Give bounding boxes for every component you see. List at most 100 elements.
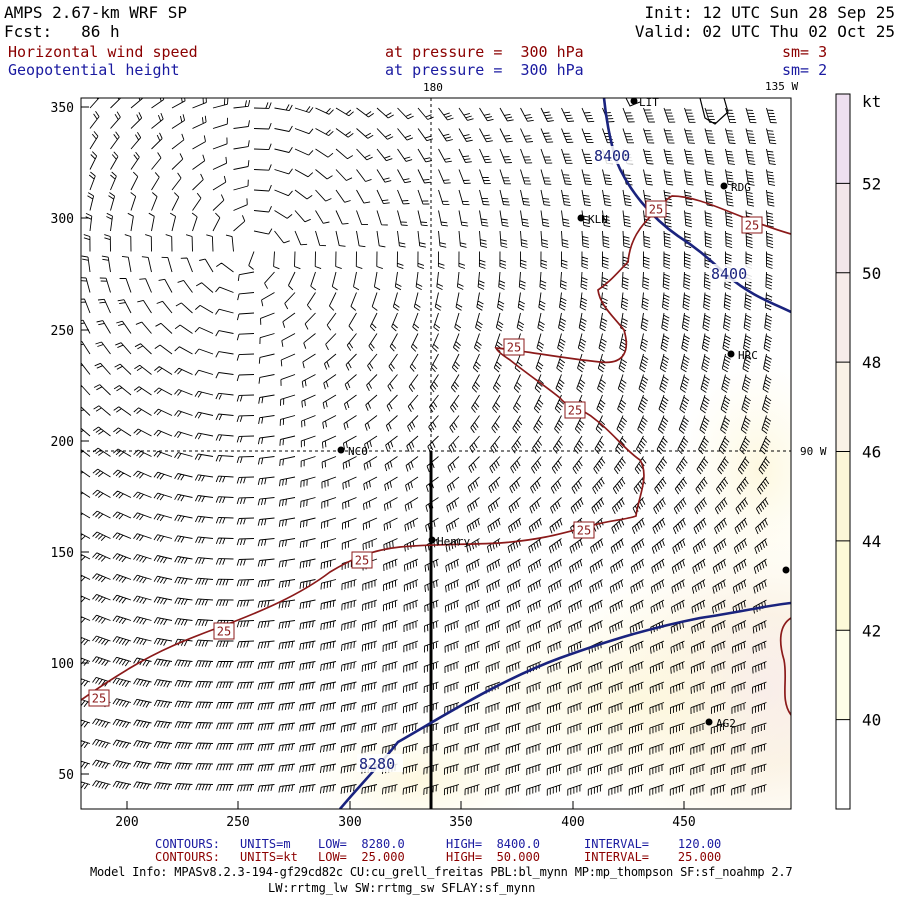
model-info-line2: LW:rrtmg_lw SW:rrtmg_sw SFLAY:sf_mynn	[268, 881, 536, 895]
map-area	[81, 98, 791, 809]
contour2-high: HIGH= 50.000	[446, 850, 540, 864]
colorbar-segment	[836, 719, 850, 810]
shading-jet-south	[300, 720, 540, 809]
isotach-50kt-edge	[779, 617, 791, 716]
forecast-hour: Fcst: 86 h	[4, 22, 120, 41]
station-dot-lit	[630, 97, 638, 105]
grid-annotations: 180 135 W 90 W	[423, 80, 827, 458]
coastline-top-left	[625, 98, 641, 107]
model-info: Model Info: MPASv8.2.3-194-gf29cd82c CU:…	[90, 865, 793, 879]
contour2-low: LOW= 25.000	[318, 850, 405, 864]
isotach-label: 25	[568, 404, 582, 418]
x-tick-label: 400	[561, 815, 584, 830]
colorbar	[836, 94, 850, 810]
colorbar-label: 46	[862, 443, 881, 462]
x-tick-label: 450	[672, 815, 695, 830]
isotach-label: 25	[577, 524, 591, 538]
contour2-units: UNITS=kt	[240, 850, 298, 864]
station-label: HRC	[738, 349, 758, 362]
colorbar-label: 40	[862, 711, 881, 730]
colorbar-segment	[836, 540, 850, 631]
colorbar-segment	[836, 451, 850, 542]
stations	[337, 97, 790, 726]
contour1-low: LOW= 8280.0	[318, 837, 405, 851]
colorbar-unit: kt	[862, 92, 881, 111]
y-tick-label: 50	[58, 768, 74, 783]
colorbar-label: 44	[862, 532, 881, 551]
x-tick-label: 250	[226, 815, 249, 830]
contour1-units: UNITS=m	[240, 837, 291, 851]
isotach-label: 25	[507, 341, 521, 355]
lon-135w-label: 135 W	[765, 80, 798, 93]
isotach-label: 25	[92, 692, 106, 706]
station-dot-rdg	[720, 182, 728, 190]
colorbar-label: 50	[862, 264, 881, 283]
contour1-label: CONTOURS:	[155, 837, 221, 851]
isotach-label: 25	[217, 625, 231, 639]
contour1-interval: INTERVAL= 120.00	[584, 837, 722, 851]
colorbar-segment	[836, 94, 850, 184]
isotach-label-box	[645, 200, 667, 218]
x-tick-label: 300	[338, 815, 361, 830]
station-label: RDG	[731, 181, 751, 194]
isotach-label-box	[573, 521, 595, 539]
contour2-label: CONTOURS:	[155, 850, 221, 864]
isotach-label-box	[88, 689, 110, 707]
init-time: Init: 12 UTC Sun 28 Sep 25	[644, 3, 895, 22]
field2-level: at pressure = 300 hPa	[385, 61, 584, 79]
colorbar-segment	[836, 183, 850, 274]
isotach-label: 25	[649, 203, 663, 217]
colorbar-segment	[836, 630, 850, 721]
station-dot-henry	[428, 536, 436, 544]
colorbar-label: 52	[862, 174, 881, 193]
station-label: Henry	[437, 535, 470, 548]
station-dot-east	[782, 566, 790, 574]
plot-frame	[80, 97, 792, 810]
field2-name: Geopotential height	[8, 61, 180, 79]
field1-level: at pressure = 300 hPa	[385, 43, 584, 61]
y-tick-label: 300	[51, 212, 74, 227]
contour1-high: HIGH= 8400.0	[446, 837, 540, 851]
station-dot-kln	[577, 214, 585, 222]
colorbar-label: 42	[862, 621, 881, 640]
x-tick-label: 200	[115, 815, 138, 830]
colorbar-labels: 52 50 48 46 44 42 40	[836, 174, 881, 730]
isotach-label-box	[503, 338, 525, 356]
station-label: KLN	[588, 213, 608, 226]
isotach-label-box	[564, 401, 586, 419]
valid-time: Valid: 02 UTC Thu 02 Oct 25	[634, 22, 895, 41]
isotach-label-box	[351, 551, 373, 569]
field2-smoothing: sm= 2	[782, 61, 828, 79]
height-contour-8400	[602, 98, 791, 314]
lon-90w-label: 90 W	[800, 445, 827, 458]
station-dot-ag2	[705, 718, 713, 726]
y-tick-label: 150	[51, 546, 74, 561]
height-label: 8280	[359, 755, 395, 773]
station-label: NCO	[348, 445, 368, 458]
station-labels: LIT RDG KLN HRC NCO Henry AG2	[348, 96, 758, 730]
contour2-interval: INTERVAL= 25.000	[584, 850, 722, 864]
axis-ticks	[81, 106, 685, 809]
y-tick-label: 100	[51, 657, 74, 672]
isotach-label-box	[213, 622, 235, 640]
field1-name: Horizontal wind speed	[8, 43, 198, 61]
isotach-label: 25	[355, 554, 369, 568]
height-label: 8400	[594, 147, 630, 165]
shading-jet-east	[680, 360, 791, 580]
coastline-top	[699, 98, 729, 125]
isotach-labels: 25 25 25 25 25 25 25 25	[88, 200, 763, 707]
y-tick-label: 200	[51, 435, 74, 450]
colorbar-segment	[836, 272, 850, 363]
y-tick-label: 250	[51, 324, 74, 339]
colorbar-label: 48	[862, 353, 881, 372]
colorbar-segment	[836, 362, 850, 452]
y-tick-label: 350	[51, 101, 74, 116]
station-dot-nco	[337, 446, 345, 454]
height-label: 8400	[711, 265, 747, 283]
station-label: AG2	[716, 717, 736, 730]
x-axis-labels: 200 250 300 350 400 450	[115, 815, 695, 830]
field1-smoothing: sm= 3	[782, 43, 828, 61]
station-dot-hrc	[727, 350, 735, 358]
